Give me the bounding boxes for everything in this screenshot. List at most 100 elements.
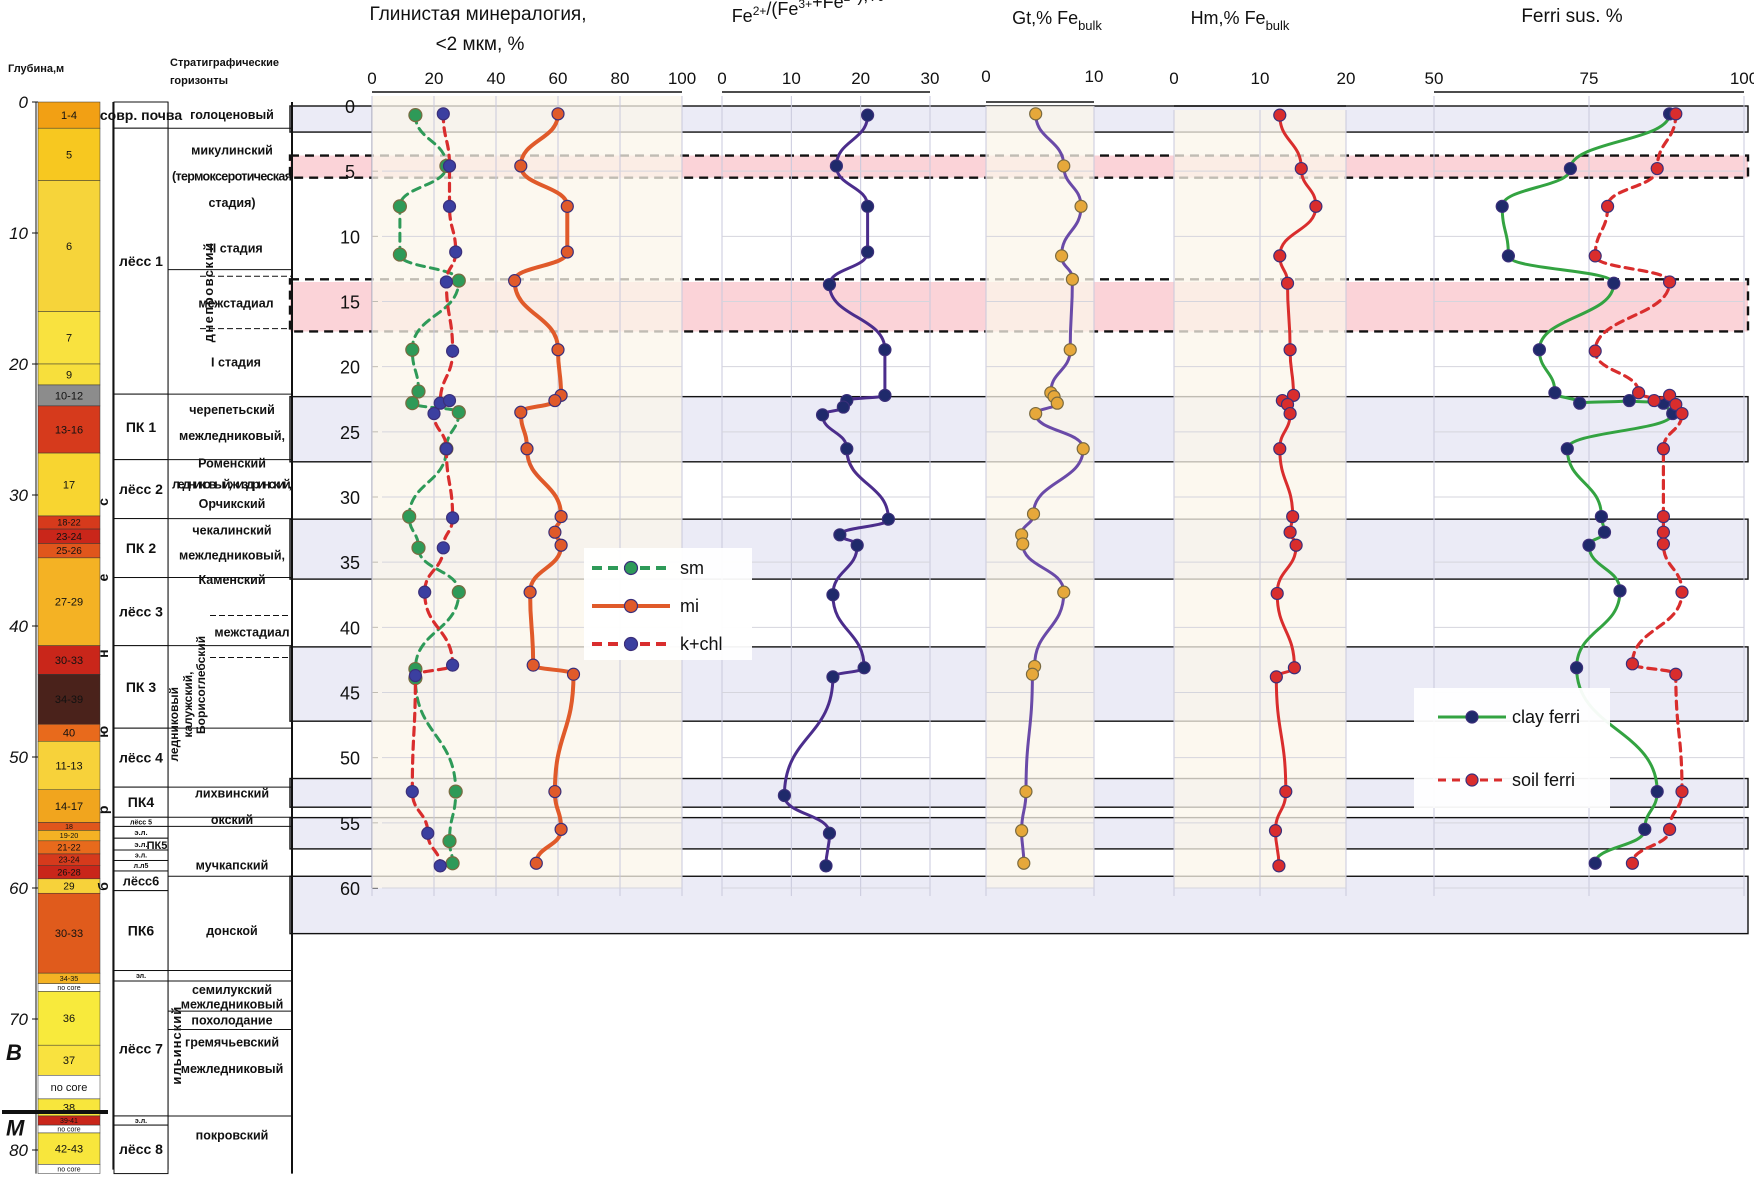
- horizon-label: лёсс 1: [119, 253, 163, 269]
- bor-label: Борисоглебский: [194, 636, 208, 734]
- data-point: [857, 661, 871, 675]
- horizon-label: лёсс 2: [119, 481, 163, 497]
- data-point: [860, 108, 875, 122]
- data-point: [860, 199, 875, 213]
- horizon-label: лёсс6: [123, 873, 160, 888]
- stage-label: ледниковый,жиздринский,: [172, 478, 292, 492]
- title-part: Gt,% Fe: [1012, 8, 1078, 28]
- chart-depth-tick-label: 60: [340, 879, 360, 899]
- chart-depth-tick-label: 25: [340, 423, 360, 443]
- chart-depth-tick-label: 50: [340, 749, 360, 769]
- unit-label: 37: [63, 1055, 75, 1067]
- data-point: [1270, 586, 1284, 601]
- bor-label: калужский,: [181, 672, 195, 738]
- brunhes-label: б р ю н е с: [95, 466, 111, 891]
- horizon-cell: [113, 645, 169, 729]
- data-point: [881, 512, 896, 526]
- stage-label: чекалинский: [192, 523, 271, 537]
- unit-band: [37, 991, 101, 1046]
- legend-marker: [623, 636, 639, 652]
- stage-label: межледниковый: [181, 998, 284, 1012]
- data-point: [1650, 161, 1664, 176]
- unit-label: 11-13: [55, 760, 82, 772]
- data-point: [1029, 107, 1043, 121]
- data-point: [436, 107, 450, 121]
- horizon-label: лёсс 4: [119, 750, 163, 766]
- x-tick-label: 30: [921, 69, 940, 88]
- data-point: [1650, 784, 1664, 799]
- horizon-label: э.л.: [135, 1118, 147, 1125]
- horizon-cell: [113, 393, 169, 461]
- depth-tick-label: 30: [9, 486, 28, 505]
- data-point: [1280, 276, 1295, 290]
- data-point: [408, 668, 422, 683]
- data-point: [819, 859, 833, 873]
- stage-label: черепетьский: [189, 403, 275, 417]
- data-point: [523, 585, 537, 599]
- data-point: [514, 405, 528, 419]
- unit-label: no core: [57, 1166, 80, 1173]
- unit-band: [37, 311, 101, 365]
- unit-label: no core: [51, 1082, 88, 1094]
- x-tick-label: 10: [782, 69, 801, 88]
- data-point: [551, 107, 565, 121]
- title-part: /(Fe: [766, 0, 798, 19]
- chron-label: M: [6, 1116, 25, 1141]
- series-line: [782, 113, 890, 868]
- data-point: [1309, 199, 1323, 213]
- data-point: [442, 393, 457, 408]
- chart-panel-2: 0 10 20 30: [717, 69, 939, 896]
- data-point: [1269, 670, 1283, 684]
- stage-label: межледниковый,: [179, 548, 285, 562]
- data-point: [442, 833, 457, 849]
- stage-label: донской: [206, 924, 257, 938]
- stage-label: межстадиал: [198, 297, 273, 311]
- data-point: [1074, 199, 1088, 213]
- data-point: [405, 784, 419, 799]
- x-tick-label: 10: [1085, 67, 1104, 86]
- stage-label: покровский: [196, 1129, 269, 1143]
- unit-label: 40: [63, 728, 75, 740]
- stage-label: (термоксеротическая: [172, 170, 292, 184]
- data-point: [514, 159, 528, 173]
- horizon-label: ПК 1: [126, 419, 156, 435]
- unit-label: 14-17: [55, 801, 83, 813]
- unit-band: [37, 892, 101, 974]
- unit-band: [37, 101, 101, 129]
- data-point: [439, 275, 453, 289]
- data-point: [526, 658, 540, 672]
- data-point: [1286, 509, 1300, 524]
- x-tick-label: 80: [611, 69, 630, 88]
- data-point: [826, 588, 840, 602]
- strat-title-line2: горизонты: [170, 75, 228, 87]
- data-point: [449, 245, 463, 259]
- data-point: [451, 585, 466, 600]
- data-point: [826, 670, 840, 684]
- horizon-cell: [113, 890, 169, 972]
- data-point: [408, 108, 423, 123]
- unit-label: 7: [66, 333, 72, 345]
- x-tick-label: 0: [367, 69, 376, 88]
- pk5-label: ПК5: [147, 840, 168, 852]
- data-point: [448, 784, 463, 799]
- chron-label: B: [6, 1040, 22, 1065]
- data-point: [1057, 159, 1071, 173]
- horizon-label: лёсс 8: [119, 1141, 163, 1157]
- title-part: bulk: [1266, 18, 1290, 33]
- series-line: [398, 113, 461, 865]
- chart-title-line2: <2 мкм, %: [436, 34, 525, 55]
- data-point: [1622, 393, 1636, 408]
- data-point: [1268, 824, 1283, 838]
- data-point: [405, 396, 420, 411]
- data-point: [1669, 667, 1683, 681]
- data-point: [1057, 585, 1071, 599]
- data-point: [446, 658, 460, 672]
- unit-label: 30-33: [55, 655, 83, 667]
- unit-label: 23-24: [58, 856, 80, 865]
- data-point: [1675, 784, 1689, 799]
- data-point: [1675, 406, 1689, 421]
- chart-depth-tick-label: 30: [340, 488, 360, 508]
- unit-label: 34-35: [60, 974, 79, 983]
- legend-marker: [1465, 710, 1479, 724]
- chart-depth-tick-label: 55: [340, 814, 360, 834]
